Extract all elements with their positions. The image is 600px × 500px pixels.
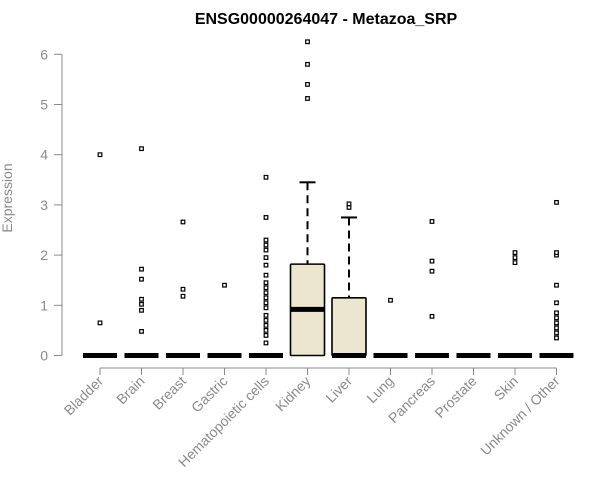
y-tick-label: 3 [40,197,48,213]
outlier-point [554,282,559,288]
outlier-point [263,295,269,301]
x-tick-label: Bladder [61,373,107,419]
outlier-point [180,286,186,292]
outlier-point [139,301,144,307]
outlier-point [263,300,269,306]
y-tick-label: 2 [40,247,48,263]
outlier-point [554,315,559,321]
outlier-point [554,330,559,336]
outlier-point [263,328,269,333]
outlier-point [263,242,269,248]
x-tick-label: Liver [322,373,355,406]
outlier-point [263,174,269,180]
box-group [498,250,532,358]
box-group [166,219,200,358]
box-group [415,219,449,358]
outlier-point [263,340,269,346]
outlier-point [263,305,269,311]
y-tick-label: 6 [40,46,48,62]
x-tick-label: Lung [363,373,396,406]
outlier-point [512,260,518,266]
outlier-point [139,276,144,282]
box-group [373,297,408,358]
x-tick-label: Brain [113,373,147,407]
outlier-point [429,258,435,264]
outlier-point [305,61,310,67]
outlier-point [263,272,269,278]
outlier-point [554,199,559,205]
y-tick-label: 0 [40,348,48,364]
outlier-point [263,322,269,328]
box-group [124,146,159,358]
outlier-point [263,290,269,296]
outlier-point [554,335,559,341]
outlier-point [97,320,103,326]
outlier-point [512,255,518,261]
outlier-point [346,201,352,207]
outlier-point [263,285,269,291]
outlier-point [263,333,269,338]
y-axis: 0 1 2 3 4 5 6 [40,46,63,364]
outlier-point [263,215,269,220]
outlier-point [263,247,269,253]
outlier-point [263,317,269,323]
box-group [289,39,326,357]
x-tick-label: Kidney [272,373,314,415]
outlier-point [263,237,269,243]
outlier-point [139,307,144,313]
x-tick-label: Prostate [431,373,479,421]
y-tick-label: 1 [40,297,48,313]
outlier-point [180,219,186,225]
box-group [249,174,283,358]
outlier-point [554,320,559,326]
outlier-point [554,250,559,255]
x-tick-label: Skin [491,373,522,404]
y-tick-label: 5 [40,97,48,113]
outlier-point [429,219,435,224]
x-tick-label: Breast [149,373,189,413]
outlier-point [429,313,435,319]
outlier-point [180,293,186,299]
box-group [83,152,117,358]
outlier-point [139,266,144,272]
outlier-point [305,39,310,45]
outlier-point [263,280,269,286]
outlier-point [305,82,310,87]
chart-title: ENSG00000264047 - Metazoa_SRP [195,11,458,28]
outlier-point [222,282,227,288]
y-axis-label: Expression [0,163,15,232]
box-group [207,282,242,358]
y-tick-label: 4 [40,147,48,163]
box-group [331,201,367,358]
outlier-point [554,300,559,306]
outlier-point [139,296,144,302]
outlier-point [429,268,435,274]
outlier-point [139,329,144,334]
outlier-point [263,255,269,261]
plot-area [83,39,574,358]
outlier-point [305,96,310,101]
outlier-point [263,312,269,318]
outlier-point [554,310,559,316]
x-tick-label: Unknown / Other [477,373,563,459]
outlier-point [139,146,144,152]
box-group [539,199,574,358]
outlier-point [512,250,518,255]
outlier-point [97,152,103,158]
outlier-point [263,262,269,268]
box [331,296,367,357]
outlier-point [554,325,559,331]
outlier-point [388,297,393,303]
